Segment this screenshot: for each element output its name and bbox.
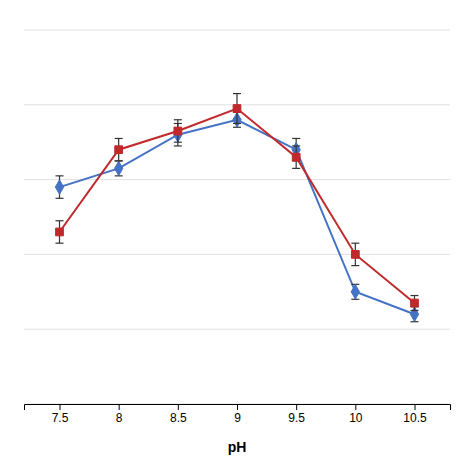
error-bar-cap — [56, 198, 64, 199]
x-tick-mark — [178, 404, 179, 410]
x-tick-mark — [60, 404, 61, 410]
error-bar — [174, 120, 182, 142]
x-tick-label: 8.5 — [170, 411, 187, 425]
error-bar-cap — [174, 119, 182, 120]
marker — [292, 153, 300, 161]
error-bar-cap — [292, 168, 300, 169]
grid — [24, 30, 450, 404]
x-tick-label: 9 — [234, 411, 241, 425]
x-tick-mark — [237, 404, 238, 410]
x-tick-mark — [415, 404, 416, 410]
error-bar — [115, 138, 123, 160]
error-bar-cap — [233, 123, 241, 124]
marker — [56, 228, 64, 236]
grid-line — [24, 254, 450, 255]
marker — [115, 161, 123, 175]
x-tick: 10.5 — [403, 404, 427, 425]
x-tick: 8 — [116, 404, 123, 425]
x-tick: 7.5 — [52, 404, 69, 425]
series-layer — [55, 94, 418, 322]
error-bar-cap — [411, 295, 419, 296]
error-bar-cap — [174, 142, 182, 143]
x-tick: 10 — [349, 404, 363, 425]
error-bar — [411, 296, 419, 311]
x-tick: 8.5 — [170, 404, 187, 425]
error-bar — [351, 243, 359, 265]
error-bar-cap — [115, 138, 123, 139]
error-bar — [174, 124, 182, 146]
marker — [351, 285, 359, 299]
error-bar-cap — [115, 160, 123, 161]
grid-line — [24, 329, 450, 330]
x-tick-mark — [355, 404, 356, 410]
series — [55, 112, 418, 321]
chart: 7.5 8 8.5 9 9.5 10 10.5 pH — [0, 0, 474, 474]
error-bar-cap — [56, 220, 64, 221]
series — [56, 94, 419, 311]
x-tick-label: 8 — [116, 411, 123, 425]
error-bar-cap — [351, 265, 359, 266]
x-tick-mark — [296, 404, 297, 410]
x-tick-mark — [119, 404, 120, 410]
x-tick: 9.5 — [288, 404, 305, 425]
error-bar-cap — [351, 243, 359, 244]
x-axis-line — [25, 405, 451, 411]
chart-container: 7.5 8 8.5 9 9.5 10 10.5 pH — [0, 0, 474, 474]
grid-line — [24, 30, 450, 31]
marker — [233, 105, 241, 113]
error-bar-cap — [56, 243, 64, 244]
marker — [411, 299, 419, 307]
series-line — [60, 120, 415, 314]
x-tick: 9 — [234, 404, 241, 425]
series-line — [60, 109, 415, 303]
error-bar — [233, 94, 241, 124]
x-tick-label: 10 — [349, 411, 363, 425]
plot-area: 7.5 8 8.5 9 9.5 10 10.5 — [24, 30, 451, 425]
error-bar-cap — [292, 138, 300, 139]
error-bar — [115, 161, 123, 176]
error-bar-cap — [292, 145, 300, 146]
error-bar-cap — [411, 310, 419, 311]
error-bar-cap — [115, 160, 123, 161]
marker — [351, 251, 359, 259]
grid-line — [24, 179, 450, 180]
x-tick-label: 7.5 — [52, 411, 69, 425]
x-tick-label: 10.5 — [403, 411, 427, 425]
error-bar-cap — [174, 145, 182, 146]
error-bar-cap — [233, 93, 241, 94]
marker — [174, 127, 182, 135]
x-tick-label: 9.5 — [288, 411, 305, 425]
error-bar-cap — [56, 175, 64, 176]
error-bar — [56, 176, 64, 198]
marker — [55, 180, 63, 194]
error-bar — [56, 221, 64, 243]
error-bar — [351, 284, 359, 299]
x-axis: 7.5 8 8.5 9 9.5 10 10.5 — [25, 404, 451, 425]
error-bar — [292, 146, 300, 168]
x-axis-title: pH — [228, 439, 247, 455]
marker — [115, 146, 123, 154]
